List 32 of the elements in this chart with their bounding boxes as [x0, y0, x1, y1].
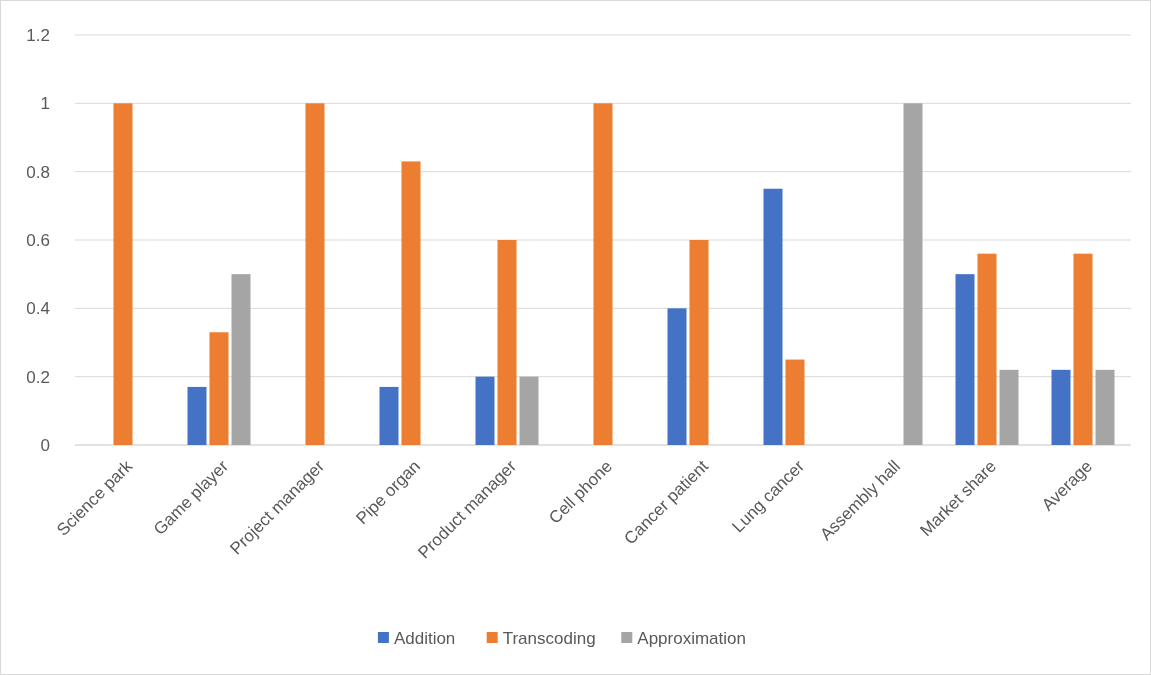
bar: [667, 308, 687, 445]
legend-label: Addition: [393, 628, 456, 648]
bar: [689, 240, 709, 445]
bar: [519, 376, 539, 445]
bar: [401, 161, 421, 445]
y-tick-label: 0: [40, 435, 50, 455]
bar: [955, 274, 975, 445]
bar: [593, 103, 613, 445]
y-tick-label: 0.2: [26, 367, 50, 387]
y-tick-label: 0.6: [26, 230, 50, 250]
bar: [379, 386, 399, 445]
bar: [475, 376, 495, 445]
bar: [785, 359, 805, 445]
bar: [497, 240, 517, 445]
legend-label: Approximation: [637, 628, 746, 648]
legend-label: Transcoding: [502, 628, 596, 648]
y-tick-label: 1: [40, 94, 50, 114]
bar: [113, 103, 133, 445]
y-tick-label: 0.8: [26, 162, 50, 182]
y-tick-label: 0.4: [26, 299, 50, 319]
bar: [187, 386, 207, 445]
bar: [231, 274, 251, 445]
bar: [999, 369, 1019, 445]
bar: [903, 103, 923, 445]
bar: [977, 253, 997, 445]
bar: [305, 103, 325, 445]
y-tick-label: 1.2: [26, 25, 50, 45]
bar: [763, 188, 783, 445]
bar: [1051, 369, 1071, 445]
bar: [1095, 369, 1115, 445]
bar: [1073, 253, 1093, 445]
bar: [209, 332, 229, 445]
